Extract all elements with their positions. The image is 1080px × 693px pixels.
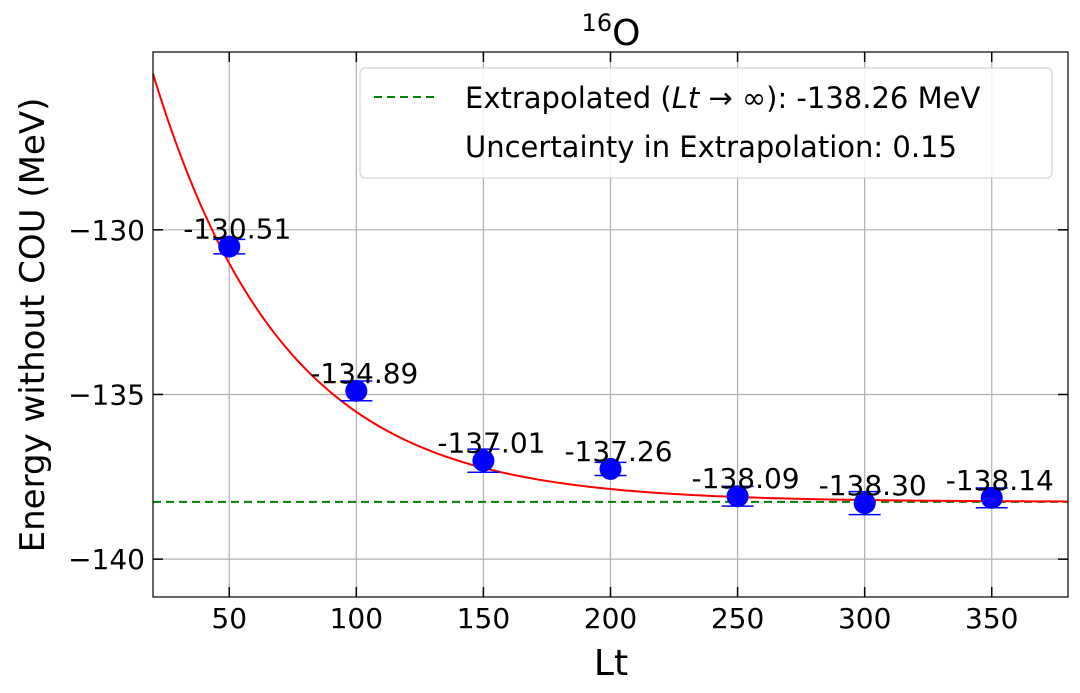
data-label: -138.09: [692, 462, 800, 495]
y-tick-label: −135: [68, 378, 145, 411]
data-point: [218, 235, 241, 258]
chart-title: 16O: [582, 9, 641, 54]
y-tick-label: −130: [68, 214, 145, 247]
x-tick-label: 50: [211, 602, 247, 635]
x-axis-label: Lt: [594, 643, 628, 684]
x-tick-label: 250: [711, 602, 764, 635]
data-label: -137.26: [564, 435, 672, 468]
axis-ticks: 50 100 150 200 250 300 350 −140 −135 −130: [68, 52, 1068, 635]
data-marks: [213, 235, 1008, 516]
y-tick-label: −140: [68, 543, 145, 576]
x-tick-label: 150: [457, 602, 510, 635]
fit-curve: [152, 73, 1069, 503]
x-tick-label: 350: [965, 602, 1018, 635]
data-point: [599, 457, 622, 480]
legend-entry-uncertainty: Uncertainty in Extrapolation: 0.15: [465, 130, 957, 164]
x-tick-label: 300: [838, 602, 891, 635]
data-label: -134.89: [310, 357, 418, 390]
legend: Extrapolated (Lt → ∞): -138.26 MeV Uncer…: [359, 67, 1053, 179]
x-tick-label: 100: [330, 602, 383, 635]
chart-title-base: O: [612, 13, 640, 54]
data-labels: -130.51 -134.89 -137.01 -137.26 -138.09 -138.…: [183, 213, 1054, 503]
data-label: -137.01: [437, 427, 545, 460]
data-label: -130.51: [183, 213, 291, 246]
legend-box: [359, 67, 1053, 179]
data-label: -138.14: [946, 464, 1054, 497]
x-tick-label: 200: [584, 602, 637, 635]
data-point: [980, 486, 1003, 509]
data-point: [726, 485, 749, 508]
data-point: [345, 379, 368, 402]
data-point: [853, 492, 876, 515]
legend-entry-extrapolated: Extrapolated (Lt → ∞): -138.26 MeV: [465, 81, 980, 115]
data-point: [472, 449, 495, 472]
y-axis-label: Energy without COU (MeV): [13, 98, 53, 553]
chart-title-sup: 16: [582, 9, 613, 37]
data-label: -138.30: [819, 469, 927, 502]
